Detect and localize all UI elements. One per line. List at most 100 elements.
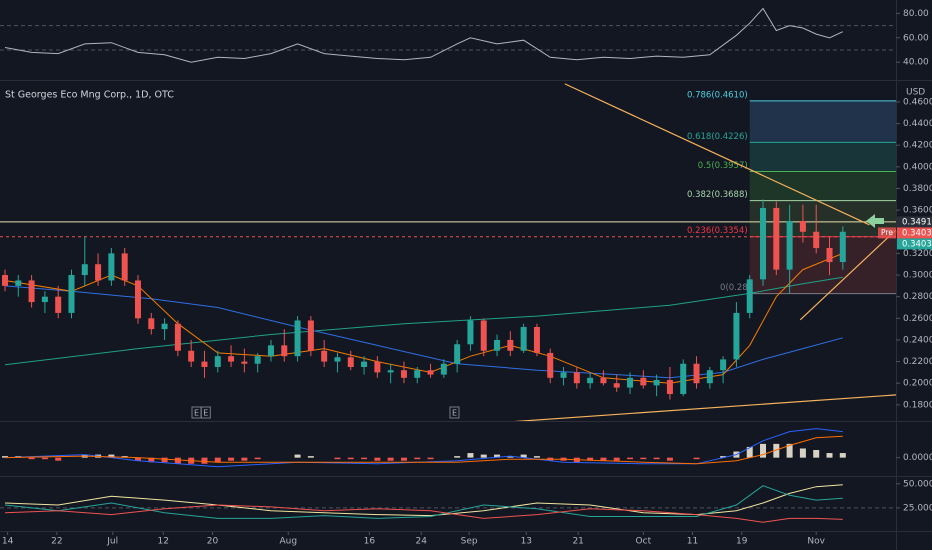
fib-label: 0(0.28: [720, 283, 748, 293]
indicator-line: [4, 285, 843, 379]
histogram-bar: [214, 457, 221, 463]
x-tick-label: Sep: [461, 537, 478, 547]
candle-body: [2, 275, 9, 286]
event-label: E: [452, 409, 457, 418]
histogram-bar: [2, 456, 9, 458]
histogram-bar: [760, 443, 767, 458]
y-tick-label: 0.3200: [903, 249, 932, 259]
histogram-bar: [653, 457, 660, 460]
candle-body: [666, 379, 673, 395]
histogram-bar: [28, 457, 35, 460]
y-tick-label: 0.2400: [903, 335, 932, 345]
histogram-bar: [773, 443, 780, 458]
y-tick-label: 40.00: [903, 58, 929, 68]
candle-body: [746, 279, 753, 313]
candle-body: [400, 370, 407, 378]
candle-body: [55, 296, 62, 313]
price-tag: [897, 216, 932, 228]
candle-body: [773, 207, 780, 270]
price-tag: [897, 238, 932, 250]
x-tick-label: 24: [416, 537, 428, 547]
y-tick-label: 0.3600: [903, 206, 932, 216]
y-tick-label: 0.2000: [903, 379, 932, 389]
histogram-bar: [839, 453, 846, 458]
indicator-line: [4, 252, 843, 384]
event-label: E: [203, 409, 208, 418]
x-tick-label: 22: [51, 537, 62, 547]
fib-label: 0.786(0.4610): [687, 90, 748, 100]
histogram-bar: [786, 443, 793, 458]
y-tick-label: 60.00: [903, 33, 929, 43]
histogram-bar: [307, 456, 314, 458]
candle-body: [228, 356, 235, 362]
histogram-bar: [640, 457, 647, 460]
candle-body: [440, 363, 447, 375]
y-tick-label: 0.2800: [903, 292, 932, 302]
candle-body: [680, 363, 687, 395]
event-label: E: [194, 409, 199, 418]
price-tag-label: 0.3491: [902, 217, 932, 227]
histogram-bar: [720, 456, 727, 458]
histogram-bar: [254, 457, 261, 460]
fib-label: 0.382(0.3688): [687, 190, 748, 200]
price-tag-label: 0.3403: [902, 228, 932, 238]
candle-body: [480, 320, 487, 351]
fib-label: 0.236(0.3354): [687, 226, 748, 236]
histogram-bar: [294, 454, 301, 458]
candle-body: [188, 350, 195, 362]
arrow-icon: [866, 214, 884, 228]
histogram-bar: [693, 457, 700, 460]
x-tick-label: Oct: [636, 537, 652, 547]
histogram-bar: [134, 457, 141, 461]
x-tick-label: 13: [521, 537, 532, 547]
candle-body: [174, 323, 181, 351]
candle-body: [826, 247, 833, 263]
candle-body: [533, 326, 540, 353]
candle-body: [760, 207, 767, 280]
price-tag-label: 0.3403: [902, 239, 932, 249]
candle-body: [587, 377, 594, 384]
y-tick-label: 25.0000: [903, 503, 932, 513]
dmi-pane: [0, 484, 896, 523]
candle-body: [547, 352, 554, 378]
x-tick-label: 11: [687, 537, 698, 547]
histogram-bar: [387, 457, 394, 461]
y-tick-label: 0.4600: [903, 97, 932, 107]
fib-band: [749, 100, 896, 143]
histogram-bar: [55, 457, 62, 461]
histogram-bar: [507, 456, 514, 458]
histogram-bar: [746, 446, 753, 458]
indicator-line: [4, 485, 843, 519]
candle-body: [347, 357, 354, 367]
candle-body: [321, 350, 328, 362]
x-tick-label: 20: [207, 537, 219, 547]
y-tick-label: 0.4200: [903, 141, 932, 151]
candle-body: [813, 231, 820, 248]
histogram-bar: [813, 450, 820, 458]
candle-body: [267, 345, 274, 357]
fib-band: [749, 142, 896, 172]
histogram-bar: [427, 457, 434, 460]
x-tick-label: Nov: [807, 537, 825, 547]
candle-body: [374, 361, 381, 373]
histogram-bar: [467, 453, 474, 458]
candle-body: [507, 339, 514, 351]
histogram-bar: [414, 457, 421, 460]
candle-body: [613, 383, 620, 388]
candle-body: [560, 372, 567, 378]
event-marker: [449, 406, 460, 419]
histogram-bar: [666, 457, 673, 461]
histogram-bar: [161, 457, 168, 463]
indicator-line: [4, 276, 843, 366]
candle-body: [839, 231, 846, 263]
candle-body: [148, 318, 155, 330]
chart-title: St Georges Eco Mng Corp., 1D, OTC: [5, 90, 174, 101]
histogram-bar: [454, 456, 461, 458]
histogram-bar: [799, 448, 806, 458]
candle-body: [467, 320, 474, 345]
candle-body: [81, 264, 88, 276]
candle-body: [121, 253, 128, 281]
candle-body: [600, 377, 607, 384]
candle-body: [281, 345, 288, 357]
